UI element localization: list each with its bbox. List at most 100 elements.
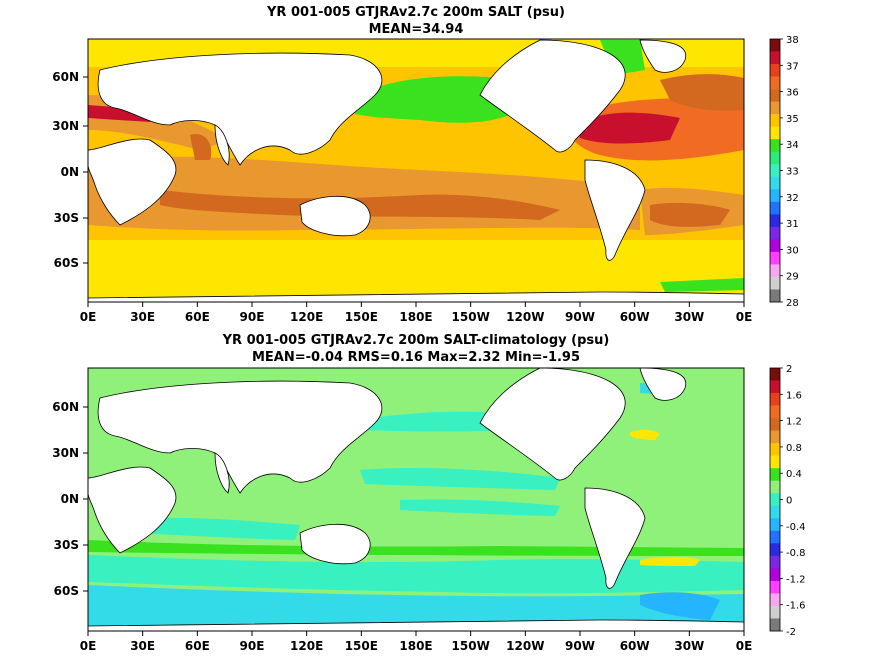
panel1-land — [88, 39, 744, 302]
x-tick-label: 90E — [240, 310, 265, 324]
panel-salinity-anomaly: YR 001-005 GTJRAv2.7c 200m SALT-climatol… — [52, 333, 805, 653]
colorbar-swatch — [770, 214, 780, 228]
x-tick-label: 0E — [736, 639, 753, 653]
colorbar-swatch — [770, 530, 780, 544]
panel2-band — [640, 592, 720, 620]
panel2-title: YR 001-005 GTJRAv2.7c 200m SALT-climatol… — [222, 333, 610, 348]
colorbar-tick-label: 34 — [786, 140, 799, 151]
colorbar-swatch — [770, 89, 780, 102]
colorbar-swatch — [770, 114, 780, 127]
x-tick-label: 150E — [345, 310, 378, 324]
colorbar-tick-label: 1.6 — [786, 390, 802, 401]
colorbar-swatch — [770, 480, 780, 494]
x-tick-label: 30E — [130, 639, 155, 653]
panel2-map — [88, 368, 744, 631]
colorbar-swatch — [770, 443, 780, 456]
x-tick-label: 30W — [674, 310, 704, 324]
panel2-band — [630, 429, 660, 440]
x-tick-label: 60W — [620, 639, 650, 653]
panel1-band — [575, 112, 680, 144]
colorbar-tick-label: 0 — [786, 496, 792, 507]
colorbar-tick-label: -1.6 — [786, 601, 806, 612]
colorbar-tick-label: 37 — [786, 61, 799, 72]
x-tick-label: 90W — [565, 639, 595, 653]
colorbar-swatch — [770, 239, 780, 253]
panel2-band — [360, 411, 520, 432]
colorbar-tick-label: 2 — [786, 364, 792, 375]
panel2-land — [88, 368, 744, 631]
colorbar-tick-label: 0.4 — [786, 469, 802, 480]
colorbar-swatch — [770, 618, 780, 632]
panel1-band — [190, 134, 212, 160]
colorbar-swatch — [770, 555, 780, 569]
y-tick-label: 0N — [61, 165, 79, 179]
panel-salinity: YR 001-005 GTJRAv2.7c 200m SALT (psu) ME… — [52, 5, 798, 324]
colorbar-tick-label: 29 — [786, 272, 799, 283]
x-tick-label: 150E — [345, 639, 378, 653]
colorbar-swatch — [770, 164, 780, 178]
x-tick-label: 120W — [506, 639, 544, 653]
colorbar-tick-label: 33 — [786, 167, 799, 178]
x-tick-label: 60E — [185, 310, 210, 324]
colorbar-swatch — [770, 101, 780, 115]
x-tick-label: 180E — [399, 639, 432, 653]
colorbar-swatch — [770, 405, 780, 419]
colorbar-swatch — [770, 568, 780, 582]
colorbar-swatch — [770, 264, 780, 278]
x-tick-label: 180E — [399, 310, 432, 324]
panel1-band — [88, 240, 744, 302]
panel1-band — [660, 278, 744, 292]
colorbar-swatch — [770, 51, 780, 65]
panel2-band — [400, 499, 560, 516]
x-tick-label: 30E — [130, 310, 155, 324]
y-tick-label: 60N — [52, 400, 79, 414]
colorbar-swatch — [770, 505, 780, 519]
x-tick-label: 120E — [290, 310, 323, 324]
colorbar-swatch — [770, 493, 780, 507]
y-tick-label: 30S — [54, 538, 79, 552]
colorbar-swatch — [770, 289, 780, 303]
panel1-title: YR 001-005 GTJRAv2.7c 200m SALT (psu) — [266, 5, 565, 20]
panel1-y-axis: 60N 30N 0N 30S 60S — [52, 70, 88, 270]
colorbar-swatch — [770, 543, 780, 557]
colorbar-tick-label: 36 — [786, 88, 799, 99]
panel2-band — [360, 467, 560, 490]
colorbar-swatch — [770, 580, 780, 594]
panel2-subtitle: MEAN=-0.04 RMS=0.16 Max=2.32 Min=-1.95 — [252, 350, 580, 365]
x-tick-label: 60W — [620, 310, 650, 324]
colorbar-tick-label: 28 — [786, 298, 799, 309]
colorbar-swatch — [770, 176, 780, 190]
colorbar-swatch — [770, 126, 780, 140]
colorbar-swatch — [770, 518, 780, 532]
colorbar-tick-label: -0.8 — [786, 548, 806, 559]
y-tick-label: 30S — [54, 211, 79, 225]
colorbar-swatch — [770, 201, 780, 215]
x-tick-label: 60E — [185, 639, 210, 653]
y-tick-label: 60S — [54, 256, 79, 270]
colorbar-swatch — [770, 39, 780, 52]
x-tick-label: 120W — [506, 310, 544, 324]
colorbar-tick-label: -1.2 — [786, 574, 806, 585]
panel1-x-axis: 0E 30E 60E 90E 120E 150E 180E 150W 120W 90W 60W 30W… — [80, 302, 752, 324]
colorbar-swatch — [770, 76, 780, 90]
colorbar-swatch — [770, 418, 780, 431]
colorbar-swatch — [770, 393, 780, 406]
x-tick-label: 90W — [565, 310, 595, 324]
colorbar-swatch — [770, 593, 780, 607]
colorbar-swatch — [770, 226, 780, 240]
panel2-x-axis: 0E 30E 60E 90E 120E 150E 180E 150W 120W 90W 60W 30W… — [80, 631, 753, 653]
panel1-map — [88, 39, 744, 302]
colorbar-swatch — [770, 605, 780, 619]
panel1-subtitle: MEAN=34.94 — [369, 22, 464, 37]
colorbar-tick-label: 38 — [786, 35, 799, 46]
colorbar-swatch — [770, 276, 780, 290]
panel2-colorbar: 2 1.6 1.2 0.8 0.4 0 -0.4 -0.8 -1.2 -1.6 -2 — [769, 364, 806, 638]
y-tick-label: 0N — [61, 492, 79, 506]
y-tick-label: 30N — [52, 119, 79, 133]
panel2-band — [120, 517, 300, 540]
colorbar-tick-label: -0.4 — [786, 522, 806, 533]
x-tick-label: 90E — [240, 639, 265, 653]
panel2-band — [88, 540, 744, 556]
colorbar-swatch — [770, 380, 780, 394]
